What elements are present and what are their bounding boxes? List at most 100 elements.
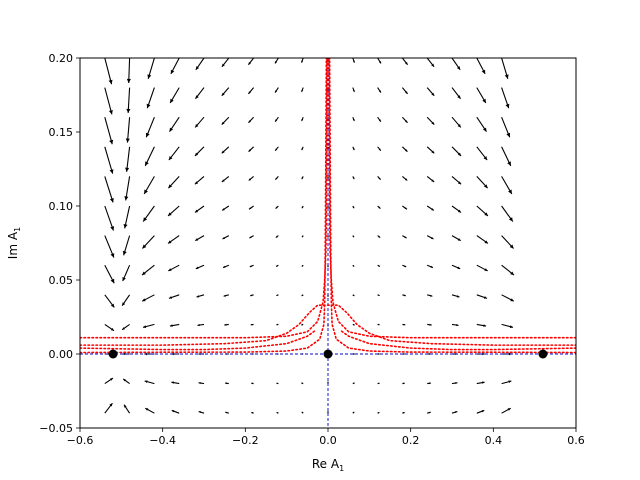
- field-arrow: [145, 116, 155, 138]
- field-arrow: [104, 264, 115, 284]
- field-arrow: [476, 409, 485, 414]
- field-arrow: [426, 175, 435, 183]
- field-arrow: [104, 87, 113, 115]
- field-arrow: [401, 87, 409, 95]
- field-arrow: [142, 205, 155, 222]
- field-arrow: [194, 175, 205, 185]
- field-arrow: [250, 294, 254, 297]
- field-arrow: [274, 58, 279, 64]
- field-arrow: [451, 264, 461, 270]
- field-arrow: [301, 294, 304, 297]
- field-arrow: [126, 87, 131, 113]
- field-arrow: [276, 382, 279, 385]
- fixed-point-marker: [108, 349, 118, 359]
- field-arrow: [352, 411, 355, 414]
- x-axis-ticks: −0.6 −0.4 −0.2 0.0 0.2 0.4 0.6: [67, 428, 585, 447]
- field-arrow: [451, 235, 461, 242]
- field-arrow: [427, 411, 431, 414]
- field-arrow: [377, 382, 380, 385]
- field-arrow: [301, 323, 304, 326]
- field-arrow: [171, 409, 180, 414]
- field-arrow: [104, 117, 114, 145]
- y-tick-label: 0.10: [49, 200, 74, 213]
- field-arrow: [124, 176, 131, 201]
- field-arrow: [123, 404, 131, 414]
- field-arrow: [501, 264, 515, 276]
- field-arrow: [377, 235, 381, 238]
- field-arrow: [104, 377, 114, 385]
- field-arrow: [501, 294, 515, 302]
- field-arrow: [426, 116, 435, 125]
- fixed-point-marker: [538, 349, 548, 359]
- field-arrow: [221, 146, 230, 154]
- field-arrow: [352, 87, 355, 93]
- field-arrow: [247, 87, 255, 95]
- field-arrow: [501, 87, 510, 109]
- field-arrow: [402, 205, 408, 210]
- field-arrow: [426, 87, 435, 97]
- trajectory-curve: [328, 58, 576, 339]
- field-arrow: [352, 58, 355, 63]
- field-arrow: [250, 323, 254, 326]
- field-arrow: [146, 87, 155, 109]
- field-arrow: [221, 116, 230, 125]
- field-arrow: [427, 294, 433, 297]
- field-arrow: [122, 264, 131, 282]
- trajectory-curve: [339, 329, 576, 351]
- field-arrow: [402, 411, 405, 414]
- field-arrow: [249, 235, 254, 239]
- y-tick-label: 0.05: [49, 274, 74, 287]
- field-arrow: [195, 58, 205, 71]
- field-arrow: [123, 205, 131, 229]
- fixed-points: [108, 349, 548, 359]
- field-arrow: [451, 146, 462, 157]
- field-arrow: [352, 264, 355, 268]
- field-arrow: [327, 206, 329, 208]
- field-arrow: [476, 116, 487, 132]
- field-arrow: [276, 294, 279, 297]
- field-arrow: [451, 323, 459, 327]
- field-arrow: [352, 146, 355, 151]
- field-arrow: [249, 264, 254, 268]
- field-arrow: [221, 87, 230, 97]
- field-arrow: [197, 323, 205, 327]
- field-arrow: [501, 205, 514, 222]
- field-arrow: [194, 146, 205, 157]
- field-arrow: [222, 264, 230, 269]
- x-tick-label: 0.0: [319, 434, 337, 447]
- field-arrow: [352, 353, 355, 355]
- field-arrow: [352, 205, 355, 209]
- field-arrow: [145, 407, 155, 414]
- field-arrow: [402, 146, 408, 153]
- field-arrow: [104, 176, 114, 203]
- field-arrow: [274, 87, 279, 93]
- field-arrow: [195, 264, 205, 270]
- field-arrow: [501, 323, 514, 329]
- field-arrow: [143, 176, 155, 195]
- field-arrow: [198, 382, 205, 385]
- field-arrow: [104, 58, 113, 85]
- field-arrow: [170, 58, 180, 75]
- field-arrow: [377, 264, 381, 268]
- field-arrow: [168, 264, 180, 272]
- fixed-point-marker: [323, 349, 333, 359]
- field-arrow: [121, 323, 130, 331]
- field-arrow: [451, 382, 458, 385]
- trajectory-curve: [80, 58, 328, 354]
- field-arrow: [451, 294, 460, 298]
- x-tick-label: 0.4: [485, 434, 503, 447]
- x-axis-label-main: Re A: [312, 457, 340, 471]
- field-arrow: [144, 380, 155, 385]
- field-arrow: [451, 411, 458, 414]
- y-axis-ticks: −0.05 0.00 0.05 0.10 0.15 0.20: [39, 52, 80, 435]
- field-arrow: [352, 116, 355, 122]
- field-arrow: [476, 264, 488, 272]
- field-arrow: [276, 323, 279, 326]
- field-arrow: [224, 323, 229, 326]
- field-arrow: [402, 294, 406, 297]
- field-arrow: [221, 58, 230, 68]
- field-arrow: [275, 264, 279, 268]
- field-arrow: [377, 205, 381, 209]
- y-axis-label-subscript: 1: [13, 227, 22, 232]
- quiver-field: [104, 58, 515, 414]
